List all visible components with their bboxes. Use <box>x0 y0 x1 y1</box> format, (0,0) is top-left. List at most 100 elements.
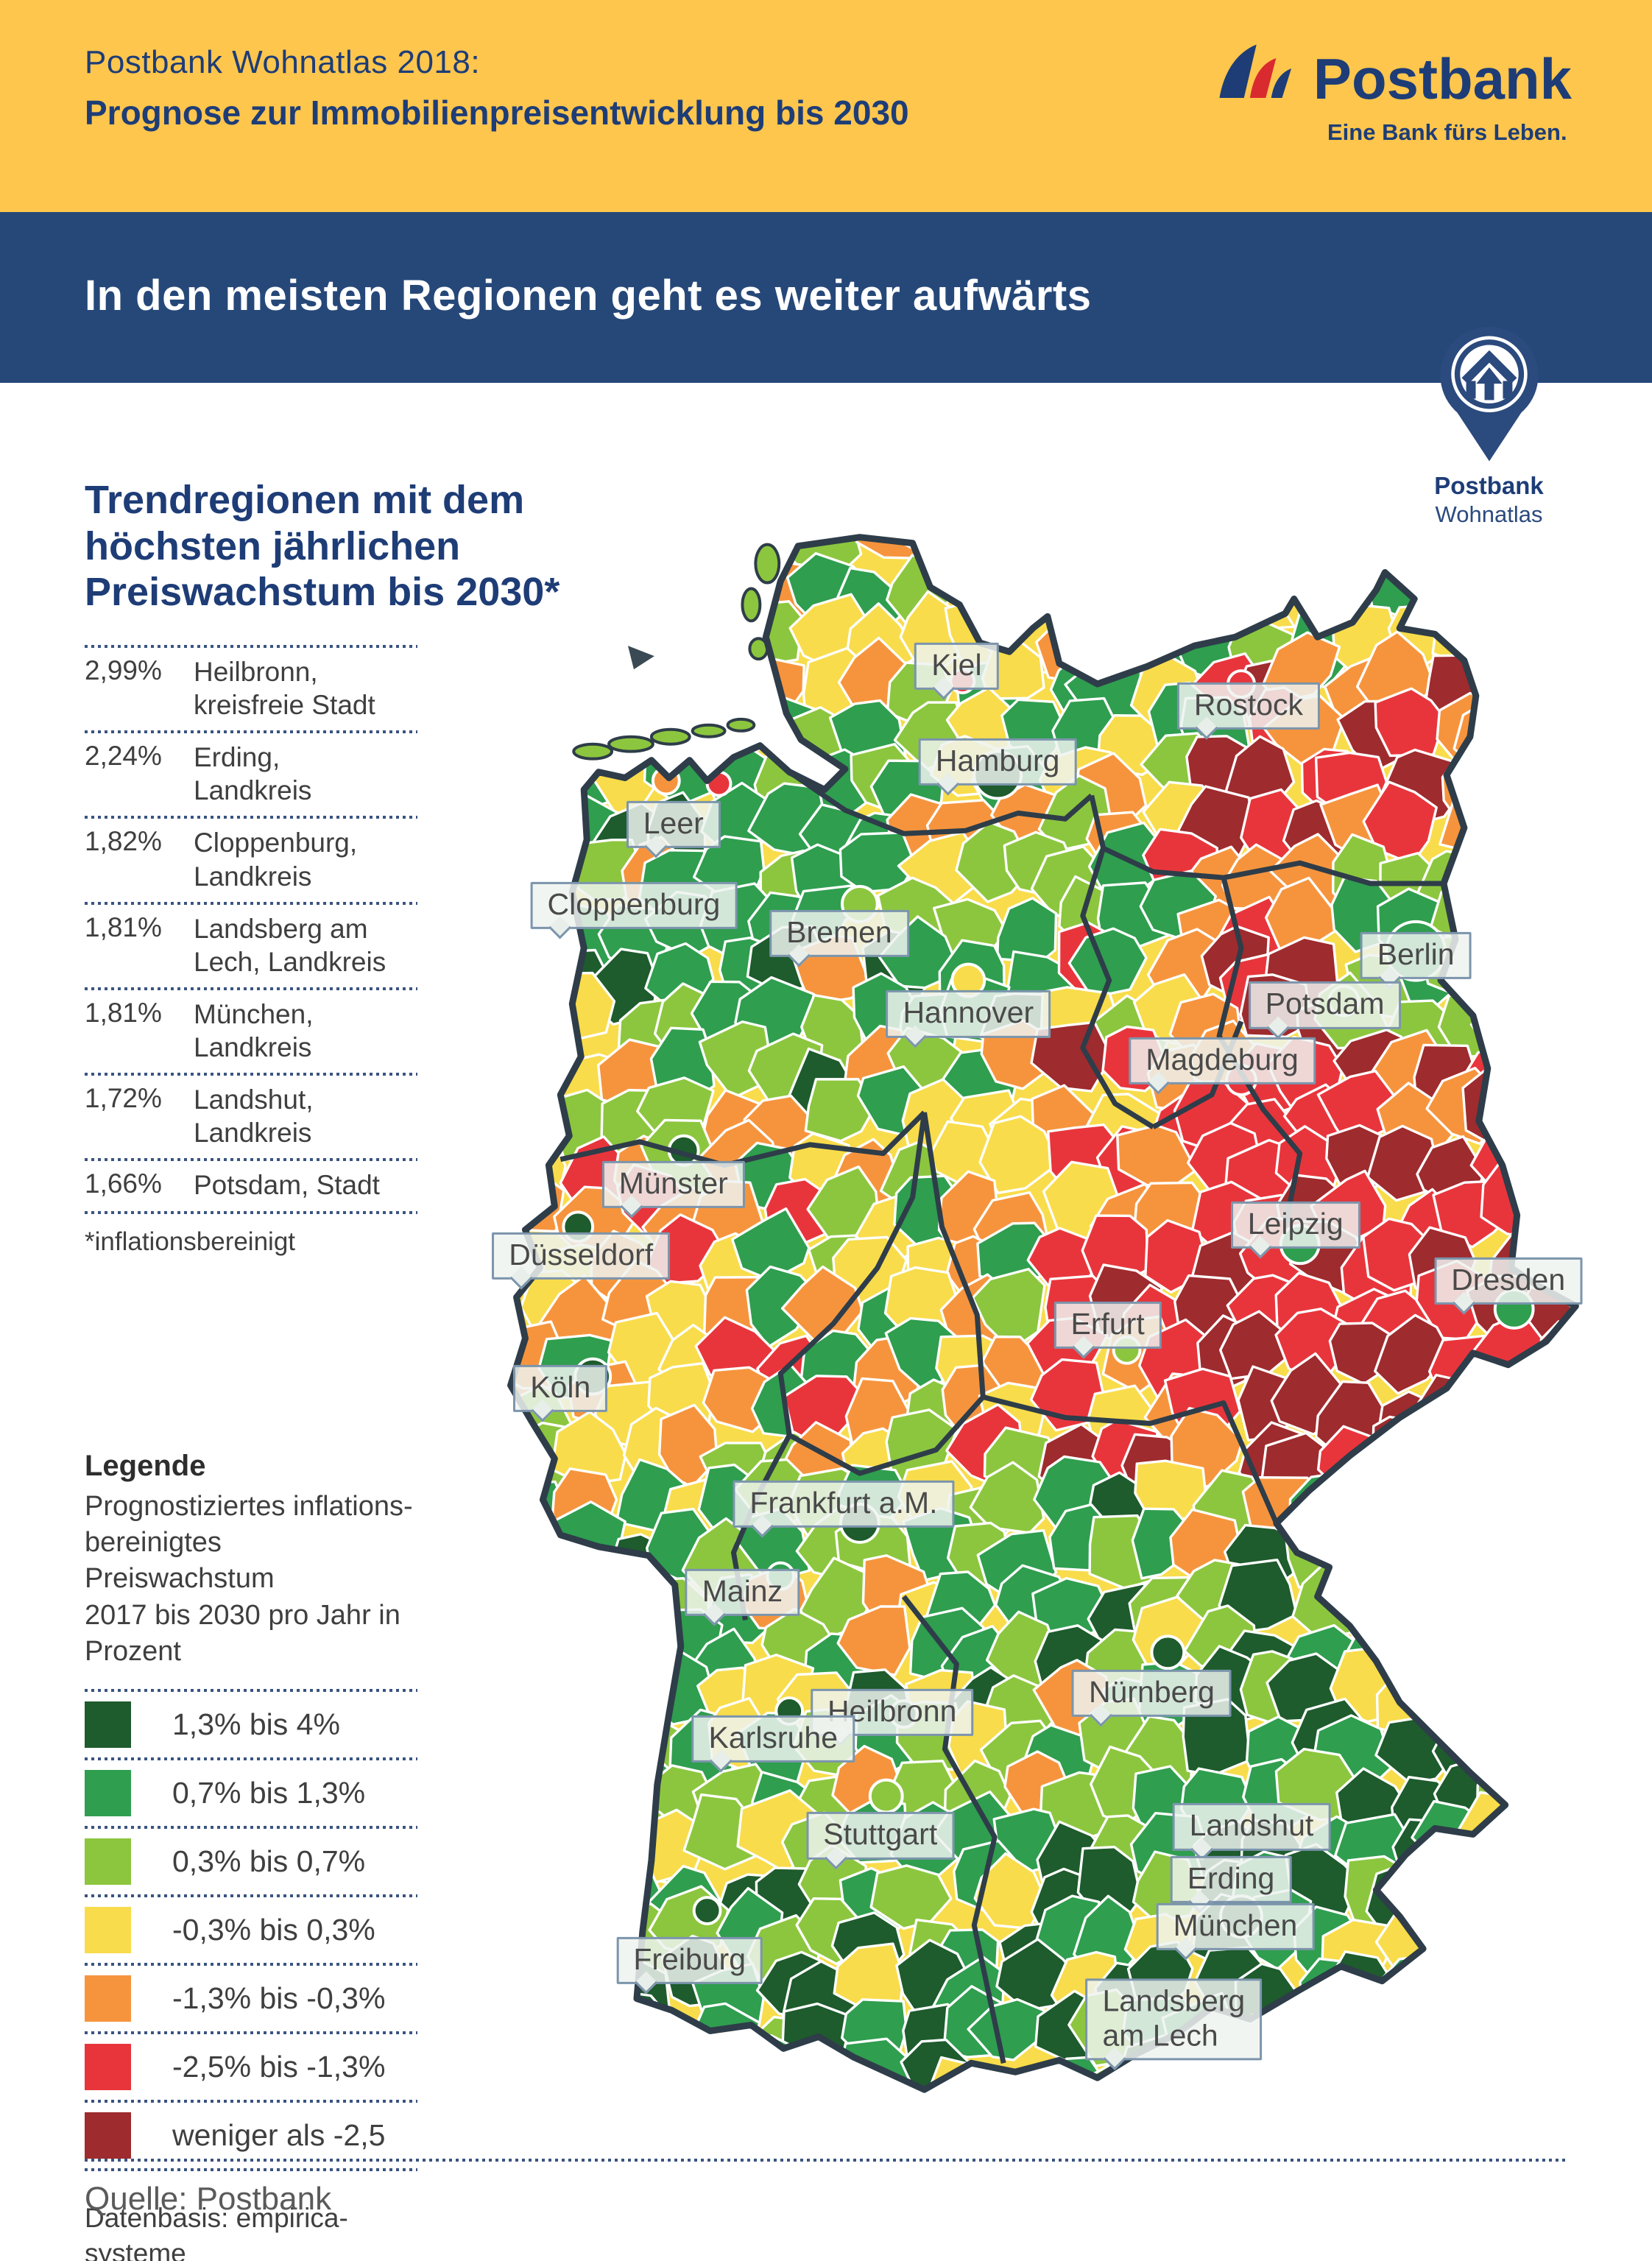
district-cell <box>1336 2012 1415 2088</box>
row-divider <box>85 730 417 734</box>
district-cell <box>886 2100 967 2137</box>
district-cell <box>1515 543 1576 618</box>
row-divider <box>85 1158 417 1162</box>
district-cell <box>1505 1433 1576 1506</box>
footnote: *inflationsbereinigt <box>85 1227 296 1256</box>
map-city-label: Dresden <box>1434 1258 1583 1305</box>
district-cell <box>690 2111 759 2137</box>
district-cell <box>804 464 866 521</box>
legend-item-label: 1,3% bis 4% <box>172 1707 340 1742</box>
district-cell <box>601 662 677 731</box>
district-cell <box>1510 1038 1576 1105</box>
district-cell <box>1463 1473 1542 1544</box>
district-cell <box>1019 2087 1104 2090</box>
district-cell <box>510 604 521 674</box>
district-cell <box>1416 1839 1494 1913</box>
legend-item-label: weniger als -2,5 <box>172 2118 386 2153</box>
district-cell <box>1261 2009 1340 2084</box>
district-cell <box>518 537 585 585</box>
district-cell <box>791 2108 861 2137</box>
legend-item-label: 0,7% bis 1,3% <box>172 1776 366 1810</box>
district-cell <box>1541 2133 1616 2137</box>
district-cell <box>1384 2005 1453 2089</box>
district-cell <box>1547 1381 1576 1456</box>
district-cell <box>1507 1504 1576 1587</box>
state-border <box>777 1112 986 1476</box>
district-cell <box>1567 537 1576 557</box>
legend-item: -1,3% bis -0,3% <box>85 1966 417 2031</box>
district-cell <box>686 650 758 720</box>
district-cell <box>1416 1373 1493 1450</box>
headline-banner: In den meisten Regionen geht es weiter a… <box>0 212 1652 383</box>
district-cell <box>1557 660 1576 739</box>
map-city-label: Landsberg am Lech <box>1085 1978 1263 2061</box>
city-spot <box>868 1778 904 1814</box>
coastal-island <box>607 735 654 753</box>
district-cell <box>510 1003 560 1075</box>
legend-item: 0,7% bis 1,3% <box>85 1760 417 1826</box>
coastal-island <box>691 723 727 738</box>
footer-divider <box>85 2159 1567 2162</box>
district-cell <box>1556 833 1576 906</box>
legend-divider <box>85 1689 417 1693</box>
district-cell <box>1461 931 1535 1009</box>
district-cell <box>1090 2092 1168 2137</box>
district-cell <box>1529 842 1576 921</box>
legend-divider <box>85 1894 417 1898</box>
map-city-label: Stuttgart <box>806 1812 955 1860</box>
trend-region-name: München, Landkreis <box>194 998 314 1062</box>
legend-color-swatch <box>85 1975 131 2022</box>
trend-value: 1,66% <box>85 1168 162 1199</box>
district-cell <box>1561 564 1576 632</box>
district-cell <box>652 2025 738 2090</box>
district-cell <box>1550 1844 1576 1916</box>
district-cell <box>1314 2064 1393 2090</box>
district-cell <box>1269 464 1347 530</box>
legend-color-swatch <box>85 1907 131 1954</box>
district-cell <box>1137 464 1208 518</box>
district-cell <box>1530 583 1576 652</box>
district-cell <box>510 2008 532 2079</box>
district-cell <box>1570 892 1576 968</box>
district-cell <box>1525 1715 1576 1785</box>
district-cell <box>652 2098 723 2137</box>
row-divider <box>85 816 417 819</box>
district-cell <box>510 555 576 636</box>
district-cell <box>510 1377 512 1445</box>
district-cell <box>462 2096 531 2137</box>
city-spot <box>1150 1634 1186 1671</box>
district-cell <box>644 464 724 531</box>
district-cell <box>1477 1516 1551 1593</box>
legend-description: Prognostiziertes inflations- bereinigtes… <box>85 1490 413 1668</box>
legend-divider <box>85 1963 417 1967</box>
district-cell <box>551 1618 631 1695</box>
row-divider <box>85 1073 417 1076</box>
district-cell <box>510 1900 535 1985</box>
trend-row: 1,81% München, Landkreis <box>85 990 417 1073</box>
state-border <box>1080 847 1155 1129</box>
district-cell <box>1428 2039 1498 2090</box>
district-cell <box>610 464 686 535</box>
district-cell <box>510 1849 588 1917</box>
map-city-label: Berlin <box>1360 931 1472 979</box>
district-cell <box>510 1169 523 1238</box>
district-cell <box>510 1668 545 1747</box>
district-cell <box>510 1662 562 1738</box>
district-cell <box>560 464 635 535</box>
district-cell <box>1567 1664 1576 1742</box>
district-cell <box>1488 1430 1553 1510</box>
district-cell <box>1427 1456 1501 1535</box>
row-divider <box>85 901 417 905</box>
district-cell <box>1538 1554 1576 1621</box>
district-cell <box>510 685 563 761</box>
district-cell <box>1488 2097 1561 2137</box>
district-cell <box>547 1740 621 1816</box>
district-cell <box>1078 591 1160 671</box>
legend-color-swatch <box>85 1838 131 1886</box>
district-cell <box>510 1891 566 1961</box>
district-cell <box>1472 1601 1544 1675</box>
district-cell <box>614 606 682 684</box>
district-cell <box>1465 537 1535 595</box>
district-cell <box>1560 922 1576 994</box>
legend-color-swatch <box>85 2044 131 2091</box>
